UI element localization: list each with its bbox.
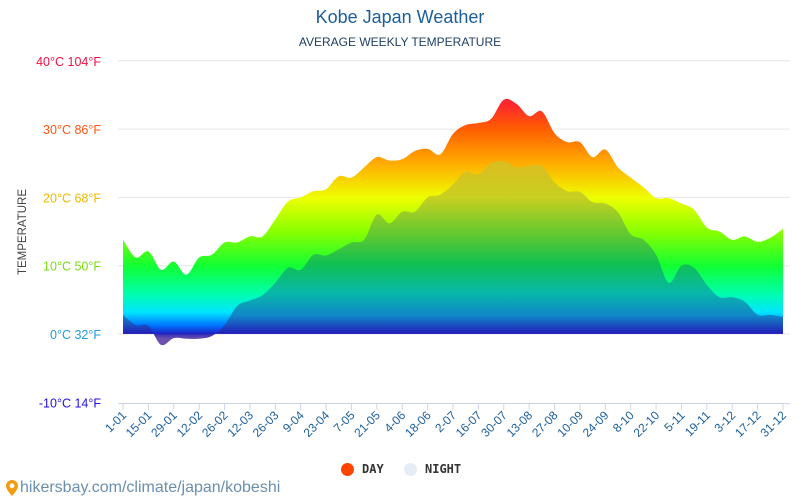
x-tick-label: 18-06 — [402, 408, 434, 440]
x-tick-label: 26-03 — [250, 408, 282, 440]
x-tick-label: 29-01 — [148, 408, 180, 440]
legend-item-day[interactable]: DAY — [341, 462, 384, 476]
source-link[interactable]: hikersbay.com/climate/japan/kobeshi — [6, 479, 280, 497]
chart-title: Kobe Japan Weather — [315, 7, 485, 27]
x-tick-label: 12-03 — [224, 408, 256, 440]
x-tick-label: 16-07 — [453, 408, 485, 440]
x-tick-label: 30-07 — [478, 408, 510, 440]
x-tick-label: 31-12 — [758, 408, 790, 440]
y-tick-label: 0°C 32°F — [50, 328, 101, 342]
chart-subtitle: AVERAGE WEEKLY TEMPERATURE — [298, 35, 502, 49]
x-tick-label: 24-09 — [580, 408, 612, 440]
y-tick-label: 30°C 86°F — [43, 123, 101, 137]
legend-label-night: NIGHT — [425, 462, 462, 476]
x-tick-label: 10-09 — [554, 408, 586, 440]
x-tick-label: 15-01 — [123, 408, 155, 440]
y-tick-label: -10°C 14°F — [39, 396, 101, 410]
x-tick-label: 12-02 — [174, 408, 206, 440]
y-tick-label: 20°C 68°F — [43, 191, 101, 205]
legend-item-night[interactable]: NIGHT — [404, 462, 461, 476]
y-axis-title: TEMPERATURE — [17, 189, 29, 275]
night-dot-icon — [404, 462, 417, 476]
y-tick-label: 10°C 50°F — [43, 260, 101, 274]
x-tick-label: 19-11 — [682, 408, 713, 439]
legend-label-day: DAY — [362, 462, 384, 476]
location-pin-icon — [6, 480, 18, 496]
x-tick-label: 21-05 — [351, 408, 383, 440]
day-dot-icon — [341, 462, 354, 476]
x-tick-label: 27-08 — [529, 408, 561, 440]
x-tick-label: 22-10 — [631, 408, 663, 440]
footer-text: hikersbay.com/climate/japan/kobeshi — [20, 479, 281, 496]
y-tick-label: 40°C 104°F — [36, 55, 101, 69]
x-tick-label: 13-08 — [504, 408, 536, 440]
x-tick-label: 23-04 — [301, 408, 333, 440]
x-tick-label: 26-02 — [199, 408, 231, 440]
x-tick-label: 17-12 — [732, 408, 764, 440]
night-area — [123, 160, 783, 346]
